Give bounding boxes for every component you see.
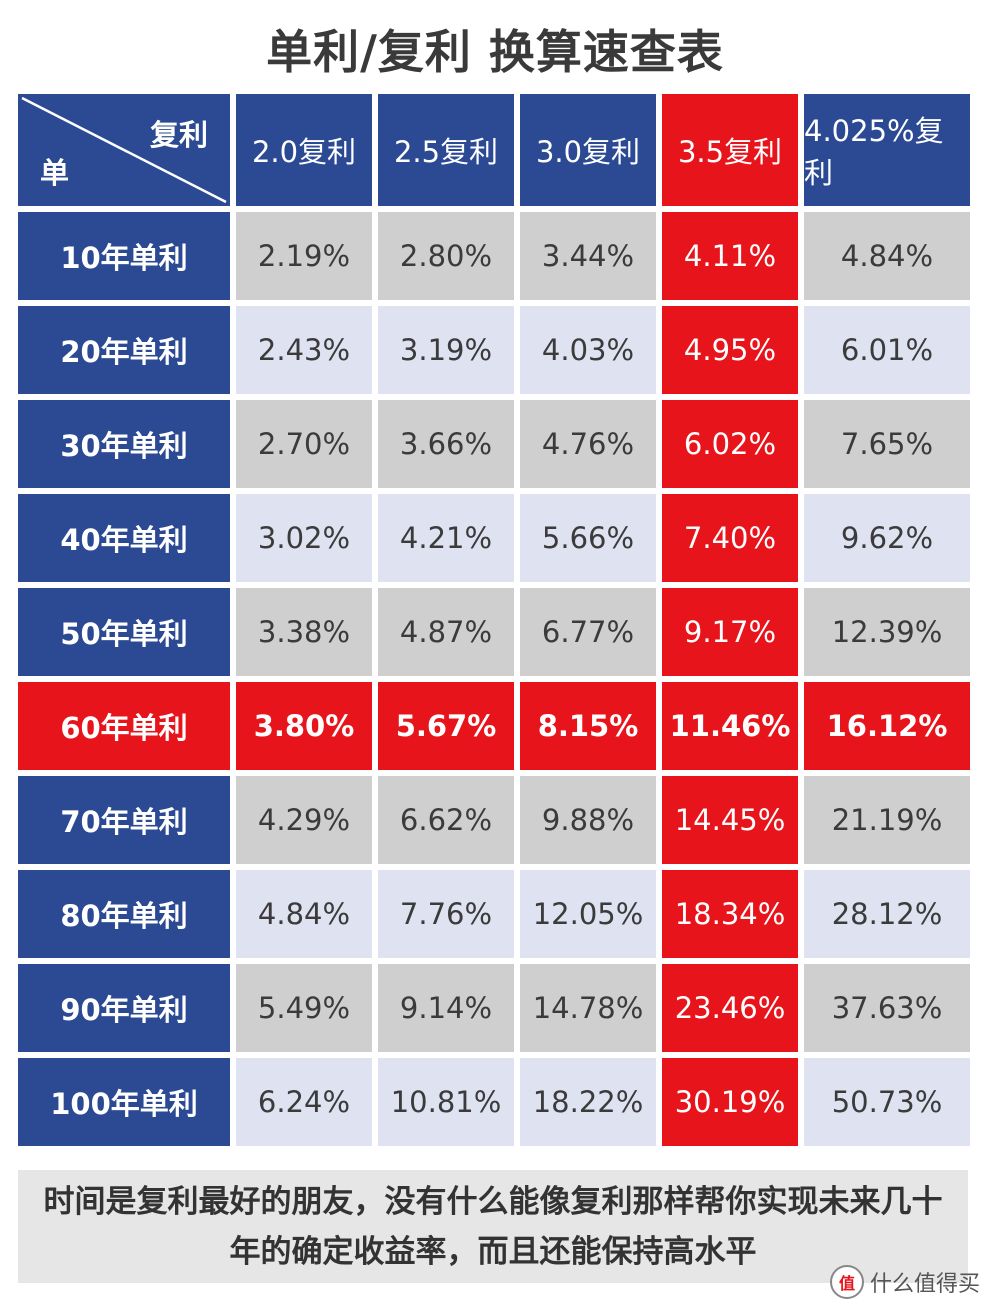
table-cell: 4.29% xyxy=(236,776,372,864)
table-cell: 4.84% xyxy=(804,212,970,300)
table-cell: 3.44% xyxy=(520,212,656,300)
conversion-table: 复利 单 2.0复利 2.5复利 3.0复利 3.5复利 4.025%复利 10年单利 2.… xyxy=(18,94,970,1146)
table-cell: 11.46% xyxy=(662,682,798,770)
row-header: 40年单利 xyxy=(18,494,230,582)
table-corner-cell: 复利 单 xyxy=(18,94,230,206)
table-cell: 4.21% xyxy=(378,494,514,582)
row-header: 90年单利 xyxy=(18,964,230,1052)
table-cell: 7.76% xyxy=(378,870,514,958)
table-cell: 50.73% xyxy=(804,1058,970,1146)
table-cell: 18.22% xyxy=(520,1058,656,1146)
table-cell: 14.78% xyxy=(520,964,656,1052)
table-cell: 10.81% xyxy=(378,1058,514,1146)
table-cell: 5.66% xyxy=(520,494,656,582)
table-cell: 5.67% xyxy=(378,682,514,770)
table-cell: 5.49% xyxy=(236,964,372,1052)
row-header: 80年单利 xyxy=(18,870,230,958)
row-header: 10年单利 xyxy=(18,212,230,300)
table-cell: 12.05% xyxy=(520,870,656,958)
table-cell: 30.19% xyxy=(662,1058,798,1146)
table-cell: 4.11% xyxy=(662,212,798,300)
page-title: 单利/复利 换算速查表 xyxy=(266,25,724,79)
table-cell: 9.14% xyxy=(378,964,514,1052)
row-header: 60年单利 xyxy=(18,682,230,770)
table-cell: 2.19% xyxy=(236,212,372,300)
column-header: 2.0复利 xyxy=(236,94,372,206)
column-header: 2.5复利 xyxy=(378,94,514,206)
table-cell: 2.43% xyxy=(236,306,372,394)
table-cell: 14.45% xyxy=(662,776,798,864)
table-cell: 28.12% xyxy=(804,870,970,958)
table-cell: 6.62% xyxy=(378,776,514,864)
table-cell: 2.70% xyxy=(236,400,372,488)
table-cell: 3.66% xyxy=(378,400,514,488)
table-cell: 23.46% xyxy=(662,964,798,1052)
table-cell: 12.39% xyxy=(804,588,970,676)
table-cell: 3.38% xyxy=(236,588,372,676)
row-header: 100年单利 xyxy=(18,1058,230,1146)
site-watermark: 值 什么值得买 xyxy=(829,1265,980,1299)
table-cell: 9.62% xyxy=(804,494,970,582)
corner-row-axis-label: 单 xyxy=(40,156,70,190)
table-cell: 37.63% xyxy=(804,964,970,1052)
table-cell: 3.19% xyxy=(378,306,514,394)
table-cell: 4.95% xyxy=(662,306,798,394)
table-cell: 18.34% xyxy=(662,870,798,958)
column-header: 3.5复利 xyxy=(662,94,798,206)
table-cell: 3.02% xyxy=(236,494,372,582)
table-cell: 4.03% xyxy=(520,306,656,394)
table-cell: 3.80% xyxy=(236,682,372,770)
table-cell: 6.02% xyxy=(662,400,798,488)
table-cell: 7.65% xyxy=(804,400,970,488)
corner-column-axis-label: 复利 xyxy=(149,118,208,152)
column-header: 4.025%复利 xyxy=(804,94,970,206)
row-header: 20年单利 xyxy=(18,306,230,394)
table-cell: 7.40% xyxy=(662,494,798,582)
row-header: 50年单利 xyxy=(18,588,230,676)
table-cell: 6.24% xyxy=(236,1058,372,1146)
row-header: 70年单利 xyxy=(18,776,230,864)
row-header: 30年单利 xyxy=(18,400,230,488)
site-logo-icon: 值 xyxy=(829,1265,864,1299)
table-cell: 8.15% xyxy=(520,682,656,770)
table-cell: 21.19% xyxy=(804,776,970,864)
footer-note: 时间是复利最好的朋友，没有什么能像复利那样帮你实现未来几十年的确定收益率，而且还… xyxy=(18,1170,968,1283)
table-cell: 16.12% xyxy=(804,682,970,770)
table-cell: 6.01% xyxy=(804,306,970,394)
corner-diagonal-line xyxy=(21,96,227,204)
table-cell: 9.17% xyxy=(662,588,798,676)
table-cell: 9.88% xyxy=(520,776,656,864)
table-cell: 4.87% xyxy=(378,588,514,676)
table-cell: 4.84% xyxy=(236,870,372,958)
table-cell: 4.76% xyxy=(520,400,656,488)
table-cell: 6.77% xyxy=(520,588,656,676)
column-header: 3.0复利 xyxy=(520,94,656,206)
table-cell: 2.80% xyxy=(378,212,514,300)
site-watermark-text: 什么值得买 xyxy=(869,1272,980,1297)
